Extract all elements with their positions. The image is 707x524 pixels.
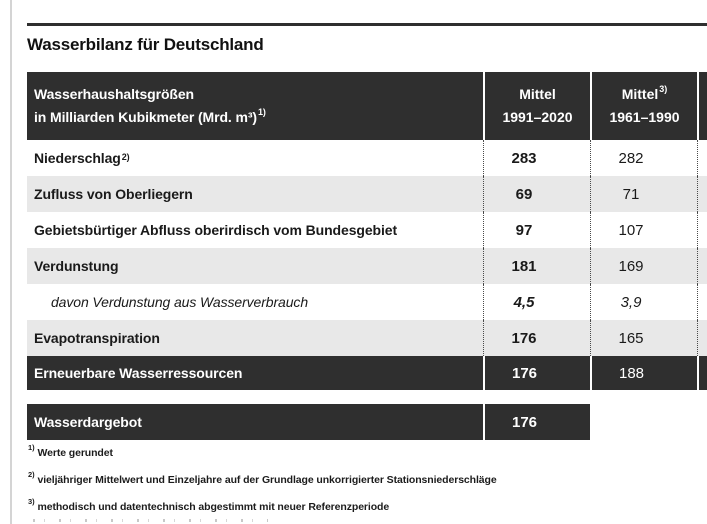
page-title: Wasserbilanz für Deutschland [27,35,264,54]
row-label: Zufluss von Oberliegern [34,186,193,202]
value-1961-1990: 71 [590,176,697,212]
header-label-line2: in Milliarden Kubikmeter (Mrd. m³)1) [34,107,266,125]
value-cutoff [697,320,707,356]
row-label: davon Verdunstung aus Wasserverbrauch [51,294,309,310]
value-1961-1990: 188 [590,356,697,390]
value-1991-2020: 97 [483,212,590,248]
page-border-left [10,0,12,524]
table-row-erneuerbare-wasserressourcen: Erneuerbare Wasserressourcen 176 188 [27,356,707,390]
header-label-line1: Wasserhaushaltsgrößen [34,86,194,102]
header-col-cutoff [697,72,707,140]
value-cutoff [697,212,707,248]
title-rule [27,23,707,26]
value-1961-1990: 282 [590,140,697,176]
value-1961-1990: 169 [590,248,697,284]
row-label: Verdunstung [34,258,119,274]
table-row-verdunstung: Verdunstung 181 169 [27,248,707,284]
footnote-1: 1) Werte gerundet [28,442,113,459]
table-header-row: Wasserhaushaltsgrößen in Milliarden Kubi… [27,72,707,140]
footnote-1-marker: 1) [28,442,35,452]
table-row-gebietsbuertiger-abfluss: Gebietsbürtiger Abfluss oberirdisch vom … [27,212,707,248]
value-cutoff [697,284,707,320]
value-cutoff [697,176,707,212]
footnote-2: 2) vieljähriger Mittelwert und Einzeljahr… [28,469,497,486]
footnotes: 1) Werte gerundet 2) vieljähriger Mittelwe… [27,442,707,513]
content-area: Wasserbilanz für Deutschland Wasserhaush… [27,0,707,524]
value-1991-2020: 69 [483,176,590,212]
cutoff-text-fragment [33,519,268,522]
footnote-3-marker: 3) [28,496,35,506]
value-1991-2020: 283 [483,140,590,176]
value-1961-1990: 107 [590,212,697,248]
value-1991-2020: 176 [483,404,590,440]
row-label: Gebietsbürtiger Abfluss oberirdisch vom … [34,222,398,238]
header-col-mittel-1991-2020: Mittel 1991–2020 [483,72,590,140]
row-label: Erneuerbare Wasserressourcen [27,356,483,390]
footnote-3: 3) methodisch und datentechnisch abgestim… [28,496,390,513]
footnote-marker-3: 3) [659,84,668,95]
table-row-wasserdargebot: Wasserdargebot 176 [27,404,707,440]
table-row-zufluss: Zufluss von Oberliegern 69 71 [27,176,707,212]
row-label: Evapotranspiration [34,330,160,346]
value-cutoff [697,140,707,176]
value-1991-2020: 176 [483,356,590,390]
value-1991-2020: 181 [483,248,590,284]
value-1961-1990: 3,9 [590,284,697,320]
value-1991-2020: 4,5 [483,284,590,320]
table-row-niederschlag: Niederschlag 2) 283 282 [27,140,707,176]
value-cutoff [697,356,707,390]
row-label: Niederschlag 2) [34,150,130,166]
row-label: Wasserdargebot [27,404,483,440]
table-row-davon-verdunstung: davon Verdunstung aus Wasserverbrauch 4,… [27,284,707,320]
footnote-marker-1: 1) [257,107,266,118]
table-row-evapotranspiration: Evapotranspiration 176 165 [27,320,707,356]
water-balance-table: Wasserhaushaltsgrößen in Milliarden Kubi… [27,72,707,440]
value-1961-1990: 165 [590,320,697,356]
header-col-mittel-1961-1990: Mittel3) 1961–1990 [590,72,697,140]
header-label-cell: Wasserhaushaltsgrößen in Milliarden Kubi… [27,72,483,140]
footnote-2-marker: 2) [28,469,35,479]
value-cutoff [697,248,707,284]
value-1991-2020: 176 [483,320,590,356]
